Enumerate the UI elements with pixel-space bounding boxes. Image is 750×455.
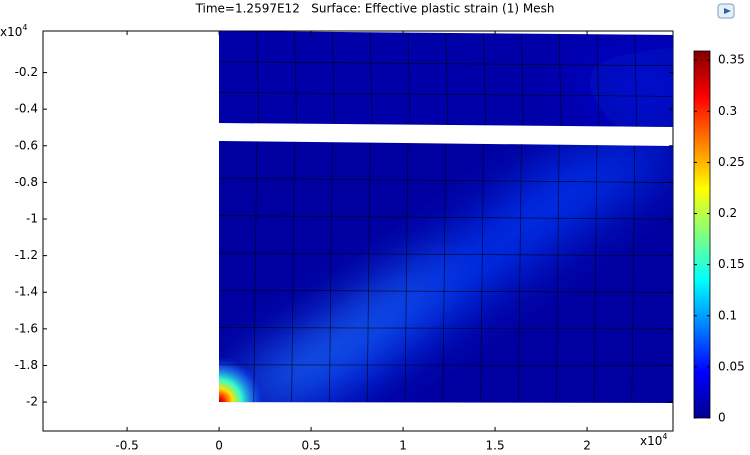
x-tick-label: 0 (215, 439, 223, 453)
mesh-line (218, 252, 674, 257)
mesh-line (291, 141, 295, 403)
mesh-line (218, 61, 674, 67)
y-multiplier-exponent: 4 (22, 23, 27, 32)
x-tick-label: -0.5 (115, 439, 138, 453)
y-multiplier: x104 (0, 23, 27, 39)
x-tick-label: 1.5 (486, 439, 505, 453)
mesh-line (518, 141, 522, 403)
mesh-line (366, 141, 371, 403)
mesh-line (218, 92, 674, 97)
y-tick-label: -0.8 (15, 175, 38, 189)
colorbar-tick-label: 0.2 (718, 206, 737, 220)
mesh-line (218, 177, 674, 183)
colorbar-tick-label: 0.3 (718, 104, 737, 118)
colorbar-tick-label: 0.05 (718, 359, 745, 373)
mesh-line (596, 34, 600, 127)
mesh-line (521, 33, 524, 126)
y-tick-label: -2 (26, 395, 38, 409)
mesh-line (407, 32, 411, 125)
x-tick-label: 0.5 (302, 439, 321, 453)
mesh-line (218, 364, 674, 366)
y-tick-label: -0.2 (15, 65, 38, 79)
colorbar-tick-label: 0.15 (718, 257, 745, 271)
upper-domain (219, 31, 673, 127)
mesh-line (442, 141, 447, 403)
mesh-line (480, 141, 484, 403)
mesh-line (634, 34, 638, 127)
mesh-line (558, 33, 562, 126)
mesh-line (294, 31, 297, 124)
mesh-line (555, 141, 560, 403)
mesh-line (369, 32, 373, 125)
colorbar-tick-label: 0.35 (718, 53, 745, 67)
x-multiplier-base: x10 (640, 434, 662, 448)
mesh-line (253, 141, 258, 403)
x-tick-label: 2 (583, 439, 591, 453)
lower-domain (219, 141, 673, 403)
y-multiplier-base: x10 (0, 25, 22, 39)
mesh-line (329, 141, 333, 403)
y-tick-label: -1.2 (15, 248, 38, 262)
mesh-line (483, 33, 486, 126)
colorbar (693, 50, 711, 419)
x-multiplier-exponent: 4 (662, 432, 667, 441)
mesh-line (593, 141, 598, 403)
mesh-line (256, 31, 260, 124)
mesh-line (218, 215, 674, 220)
y-tick-label: -1.8 (15, 358, 38, 372)
chart-title: Time=1.2597E12 Surface: Effective plasti… (195, 2, 555, 16)
export-button[interactable] (717, 3, 735, 19)
x-tick-label: 1 (399, 439, 407, 453)
mesh (218, 31, 674, 403)
mesh-line (218, 327, 674, 330)
mesh-line (332, 31, 335, 124)
y-tick-label: -1 (26, 212, 38, 226)
y-tick-label: -0.6 (15, 138, 38, 152)
mesh-line (404, 141, 409, 403)
colorbar-tick-label: 0.1 (718, 308, 737, 322)
y-tick-label: -0.4 (15, 102, 38, 116)
y-tick-label: -1.4 (15, 285, 38, 299)
mesh-line (218, 289, 674, 293)
y-tick-label: -1.6 (15, 321, 38, 335)
colorbar-tick-label: 0.25 (718, 155, 745, 169)
colorbar-tick-label: 0 (718, 411, 726, 425)
x-multiplier: x104 (640, 432, 667, 448)
mesh-line (445, 32, 449, 125)
mesh-line (631, 141, 636, 403)
